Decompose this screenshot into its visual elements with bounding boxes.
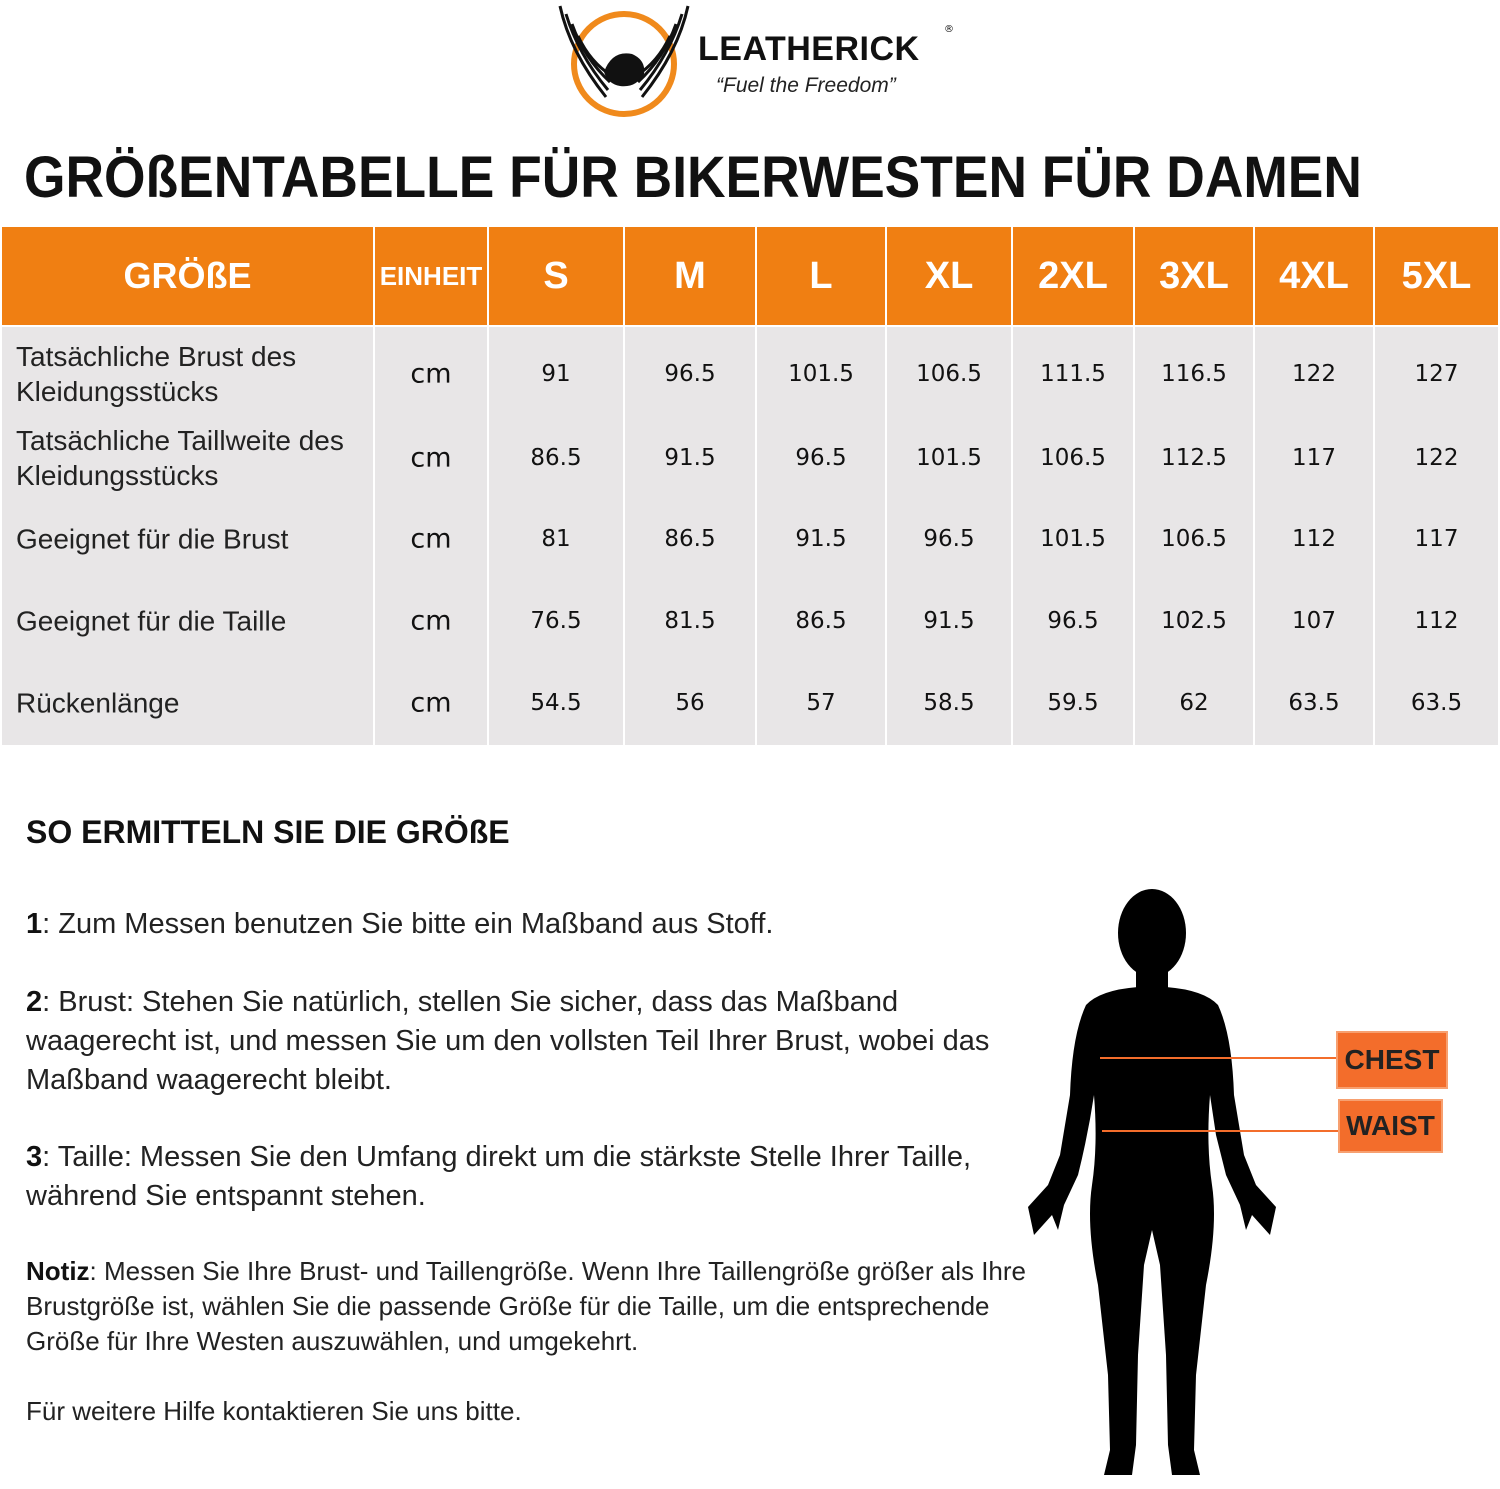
step-number: 3: [26, 1141, 43, 1173]
note-text: : Messen Sie Ihre Brust- und Taillengröß…: [26, 1256, 1027, 1356]
step-text: : Zum Messen benutzen Sie bitte ein Maßb…: [42, 908, 774, 940]
unit-cell: cm: [410, 442, 452, 474]
value-cell: 58.5: [923, 690, 975, 716]
value-cell: 101.5: [1040, 526, 1106, 552]
row-label: Tatsächliche Taillweite des Kleidungsstü…: [16, 425, 344, 491]
header-cell: XL: [887, 227, 1011, 325]
table-column: 127 122 117 112 63.5: [1375, 327, 1498, 745]
value-cell: 102.5: [1161, 608, 1227, 634]
value-cell: 107: [1292, 608, 1336, 634]
value-cell: 57: [806, 690, 836, 716]
leatherick-logo-emblem: [558, 5, 690, 117]
header-cell: 3XL: [1135, 227, 1253, 325]
value-cell: 63.5: [1410, 690, 1463, 716]
value-cell: 106.5: [1040, 445, 1106, 471]
value-cell: 86.5: [664, 526, 716, 552]
value-cell: 86.5: [530, 445, 582, 471]
table-column: 116.5 112.5 106.5 102.5 62: [1135, 327, 1253, 745]
note: Notiz: Messen Sie Ihre Brust- und Taille…: [26, 1254, 1026, 1359]
note-label: Notiz: [26, 1256, 90, 1286]
value-cell: 112.5: [1161, 445, 1227, 471]
howto-heading: SO ERMITTELN SIE DIE GRÖßE: [26, 814, 510, 850]
waist-label: WAIST: [1338, 1099, 1443, 1153]
value-cell: 76.5: [530, 608, 582, 634]
header-cell: L: [757, 227, 885, 325]
value-cell: 122: [1292, 361, 1336, 387]
step-1: 1: Zum Messen benutzen Sie bitte ein Maß…: [26, 905, 1026, 944]
waist-marker-line: [1102, 1130, 1340, 1132]
table-column: 111.5 106.5 101.5 96.5 59.5: [1013, 327, 1133, 745]
unit-cell: cm: [410, 605, 452, 637]
value-cell: 62: [1179, 690, 1209, 716]
registered-mark: ®: [944, 24, 954, 35]
value-cell: 91.5: [664, 445, 716, 471]
header-cell: 2XL: [1013, 227, 1133, 325]
row-label: Geeignet für die Taille: [16, 605, 287, 637]
value-cell: 86.5: [795, 608, 847, 634]
page-title: GRÖßENTABELLE FÜR BIKERWESTEN FÜR DAMEN: [24, 145, 1362, 210]
instructions: 1: Zum Messen benutzen Sie bitte ein Maß…: [26, 905, 1026, 1429]
value-cell: 111.5: [1040, 361, 1106, 387]
header-cell: GRÖßE: [2, 227, 373, 325]
value-cell: 91.5: [795, 526, 847, 552]
value-cell: 91: [541, 361, 571, 387]
value-cell: 117: [1292, 445, 1336, 471]
value-cell: 96.5: [923, 526, 975, 552]
header-cell: 4XL: [1255, 227, 1373, 325]
value-cell: 112: [1414, 608, 1459, 634]
chest-marker-line: [1100, 1057, 1338, 1059]
unit-cell: cm: [410, 523, 452, 555]
step-2: 2: Brust: Stehen Sie natürlich, stellen …: [26, 983, 1026, 1100]
value-cell: 96.5: [795, 445, 847, 471]
unit-cell: cm: [410, 687, 452, 719]
table-column: 122 117 112 107 63.5: [1255, 327, 1373, 745]
row-label: Tatsächliche Brust des Kleidungsstücks: [16, 341, 297, 407]
table-column: 106.5 101.5 96.5 91.5 58.5: [887, 327, 1011, 745]
value-cell: 59.5: [1047, 690, 1099, 716]
brand-tagline: “Fuel the Freedom”: [716, 74, 896, 97]
table-column: Tatsächliche Brust des Kleidungsstücks Ta…: [2, 327, 373, 745]
table-column: cm cm cm cm cm: [375, 327, 487, 745]
value-cell: 91.5: [923, 608, 975, 634]
value-cell: 101.5: [788, 361, 854, 387]
header-cell: M: [625, 227, 755, 325]
step-number: 1: [26, 908, 43, 940]
value-cell: 117: [1414, 526, 1459, 552]
header-cell: S: [489, 227, 623, 325]
brand-name: LEATHERICK: [698, 30, 920, 68]
step-text: : Brust: Stehen Sie natürlich, stellen S…: [26, 986, 990, 1096]
row-label: Geeignet für die Brust: [16, 523, 289, 555]
value-cell: 54.5: [530, 690, 582, 716]
value-cell: 116.5: [1161, 361, 1227, 387]
value-cell: 81.5: [664, 608, 716, 634]
value-cell: 106.5: [916, 361, 982, 387]
size-table: GRÖßE Tatsächliche Brust des Kleidungsstü…: [2, 227, 1498, 745]
value-cell: 56: [675, 690, 705, 716]
contact-text: Für weitere Hilfe kontaktieren Sie uns b…: [26, 1396, 522, 1426]
table-column: 101.5 96.5 91.5 86.5 57: [757, 327, 885, 745]
step-3: 3: Taille: Messen Sie den Umfang direkt …: [26, 1138, 1026, 1216]
header-cell: 5XL: [1375, 227, 1498, 325]
value-cell: 63.5: [1288, 690, 1340, 716]
table-column: 91 86.5 81 76.5 54.5: [489, 327, 623, 745]
value-cell: 96.5: [664, 361, 716, 387]
value-cell: 101.5: [916, 445, 982, 471]
value-cell: 127: [1414, 361, 1459, 387]
chest-label: CHEST: [1336, 1031, 1448, 1089]
value-cell: 112: [1292, 526, 1336, 552]
step-number: 2: [26, 986, 43, 1018]
step-text: : Taille: Messen Sie den Umfang direkt u…: [26, 1141, 972, 1212]
value-cell: 81: [541, 526, 571, 552]
unit-cell: cm: [410, 358, 452, 390]
value-cell: 96.5: [1047, 608, 1099, 634]
table-column: 96.5 91.5 86.5 81.5 56: [625, 327, 755, 745]
value-cell: 106.5: [1161, 526, 1227, 552]
row-label: Rückenlänge: [16, 687, 180, 719]
value-cell: 122: [1414, 445, 1459, 471]
header-cell: EINHEIT: [375, 227, 487, 325]
body-silhouette-icon: [1028, 889, 1276, 1475]
